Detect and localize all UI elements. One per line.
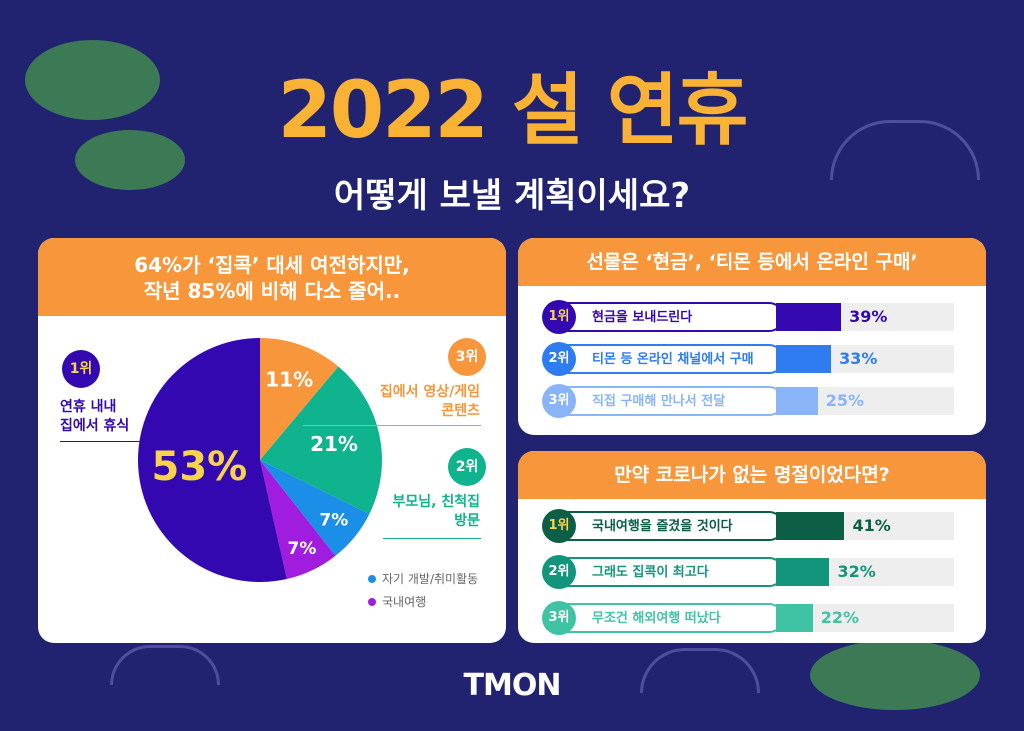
slice-value-label: 11% [265,367,313,391]
category-pill: 현금을 보내드린다 [548,302,784,332]
bar-row: 국내여행을 즐겼을 것이다 1위 41% [542,509,986,543]
rank-badge: 2위 [542,342,576,376]
bar [776,345,832,373]
category-label: 티몬 등 온라인 채널에서 구매 [592,352,754,367]
bar-value-label: 22% [820,608,860,627]
label-line: 방문 [454,513,480,529]
legend-item: 자기 개발/취미활동 [368,570,478,587]
leader-line [383,538,481,539]
pine-tree-decoration [75,130,185,190]
header-line: 작년 85%에 비해 다소 줄어.. [143,279,401,303]
slice-value-label: 7% [319,511,348,531]
bar [776,558,830,586]
category-label: 현금을 보내드린다 [592,310,693,325]
rank-badge: 2위 [542,555,576,589]
bar [776,604,813,632]
rank-badge: 1위 [542,509,576,543]
pie-slice [260,338,339,460]
category-label: 국내여행을 즐겼을 것이다 [592,519,733,534]
bar-row: 무조건 해외여행 떠났다 3위 22% [542,601,986,635]
bar-value-label: 25% [825,391,865,410]
bar-row: 현금을 보내드린다 1위 39% [542,300,986,334]
bar-row: 직접 구매해 만나서 전달 3위 25% [542,384,986,418]
rank-badge: 3위 [542,384,576,418]
pie-slice [260,366,382,515]
rank-badge: 1위 [542,300,576,334]
leader-line [303,425,481,426]
rank-badge: 1위 [62,350,100,388]
legend-dot [368,598,376,606]
category-label: 그래도 집콕이 최고다 [592,565,709,580]
bar-track [776,558,954,586]
category-label: 무조건 해외여행 떠났다 [592,611,721,626]
bar-track [776,604,954,632]
legend-label: 국내여행 [382,595,427,609]
label-line: 콘텐츠 [441,403,480,419]
slice-label: 부모님, 친척집 방문 [393,493,480,531]
pie-slice [260,460,370,556]
bar-value-label: 41% [852,516,891,535]
pie-chart-card: 64%가 ‘집콕’ 대세 여전하지만, 작년 85%에 비해 다소 줄어.. 1… [38,238,506,643]
category-pill: 무조건 해외여행 떠났다 [548,603,784,633]
pie-slice [260,460,336,580]
pie-slice [137,338,287,582]
pine-tree-decoration [25,40,160,120]
tmon-logo: TMON [463,668,562,703]
label-line: 집에서 휴식 [60,418,130,434]
legend-dot [368,575,376,583]
label-line: 집에서 영상/게임 [379,384,480,400]
bar-value-label: 39% [849,307,888,326]
pine-tree-decoration [810,640,980,710]
category-label: 직접 구매해 만나서 전달 [592,394,726,409]
bar [776,387,818,415]
slice-label: 집에서 영상/게임 콘텐츠 [380,383,480,421]
bar-track [776,387,954,415]
gift-card-header: 선물은 ‘현금’, ‘티몬 등에서 온라인 구매’ [518,238,986,286]
category-pill: 티몬 등 온라인 채널에서 구매 [548,344,784,374]
slice-value-label: 53% [152,444,248,490]
leader-line [60,441,145,442]
slice-value-label: 7% [288,539,317,559]
category-pill: 국내여행을 즐겼을 것이다 [548,511,784,541]
bar [776,512,845,540]
rank-badge: 2위 [448,448,486,486]
category-pill: 그래도 집콕이 최고다 [548,557,784,587]
bar-row: 티몬 등 온라인 채널에서 구매 2위 33% [542,342,986,376]
bar-track [776,512,954,540]
label-line: 연휴 내내 [60,399,117,415]
category-pill: 직접 구매해 만나서 전달 [548,386,784,416]
label-line: 부모님, 친척집 [392,494,480,510]
rank-badge: 3위 [542,601,576,635]
main-title: 2022 설 연휴 [277,66,749,156]
header-line: 64%가 ‘집콕’ 대세 여전하지만, [134,253,410,277]
legend-label: 자기 개발/취미활동 [382,572,479,586]
bar-value-label: 33% [839,349,878,368]
legend-item: 국내여행 [368,593,426,610]
gift-bar-card: 선물은 ‘현금’, ‘티몬 등에서 온라인 구매’ 현금을 보내드린다 1위 3… [518,238,986,435]
pie-chart: 11% 21% 7%7% 53% [137,338,382,582]
bar [776,303,842,331]
rank-badge: 3위 [448,338,486,376]
covid-bar-card: 만약 코로나가 없는 명절이었다면? 국내여행을 즐겼을 것이다 1위 41% 그… [518,451,986,643]
pie-card-header: 64%가 ‘집콕’ 대세 여전하지만, 작년 85%에 비해 다소 줄어.. [38,238,506,316]
bar-row: 그래도 집콕이 최고다 2위 32% [542,555,986,589]
bar-value-label: 32% [837,562,876,581]
bar-track [776,345,954,373]
slice-value-label: 21% [310,432,358,456]
covid-card-header: 만약 코로나가 없는 명절이었다면? [518,451,986,499]
bar-track [776,303,954,331]
slice-label: 연휴 내내 집에서 휴식 [60,398,129,436]
subtitle: 어떻게 보낼 계획이세요? [333,176,691,216]
